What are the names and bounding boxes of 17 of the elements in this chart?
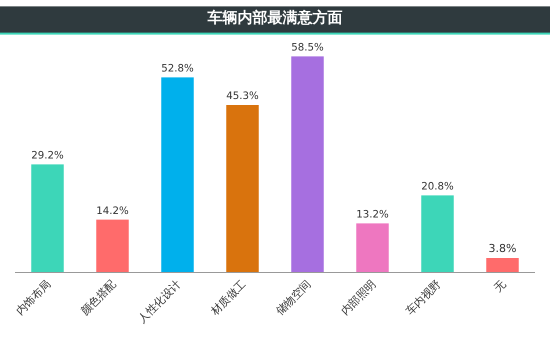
data-label: 3.8% <box>488 242 516 255</box>
data-label: 20.8% <box>421 182 454 193</box>
x-tick-label: 储物空间 <box>273 278 314 318</box>
chart-title: 车辆内部最满意方面 <box>206 8 342 27</box>
x-tick-label: 无 <box>492 278 509 294</box>
x-tick-label: 内部照明 <box>338 278 379 318</box>
data-label: 14.2% <box>96 206 130 217</box>
data-label: 29.2% <box>31 150 64 162</box>
data-label: 52.8% <box>161 64 194 75</box>
data-label: 13.2% <box>356 210 390 221</box>
data-label: 45.3% <box>226 91 260 102</box>
x-tick-label: 颜色搭配 <box>78 278 119 318</box>
x-tick-label: 车内视野 <box>403 278 444 318</box>
x-tick-label: 人性化设计 <box>135 278 184 326</box>
x-tick-label: 材质做工 <box>208 278 249 319</box>
x-tick-label: 内饰布局 <box>13 278 54 318</box>
data-label: 58.5% <box>291 42 324 54</box>
